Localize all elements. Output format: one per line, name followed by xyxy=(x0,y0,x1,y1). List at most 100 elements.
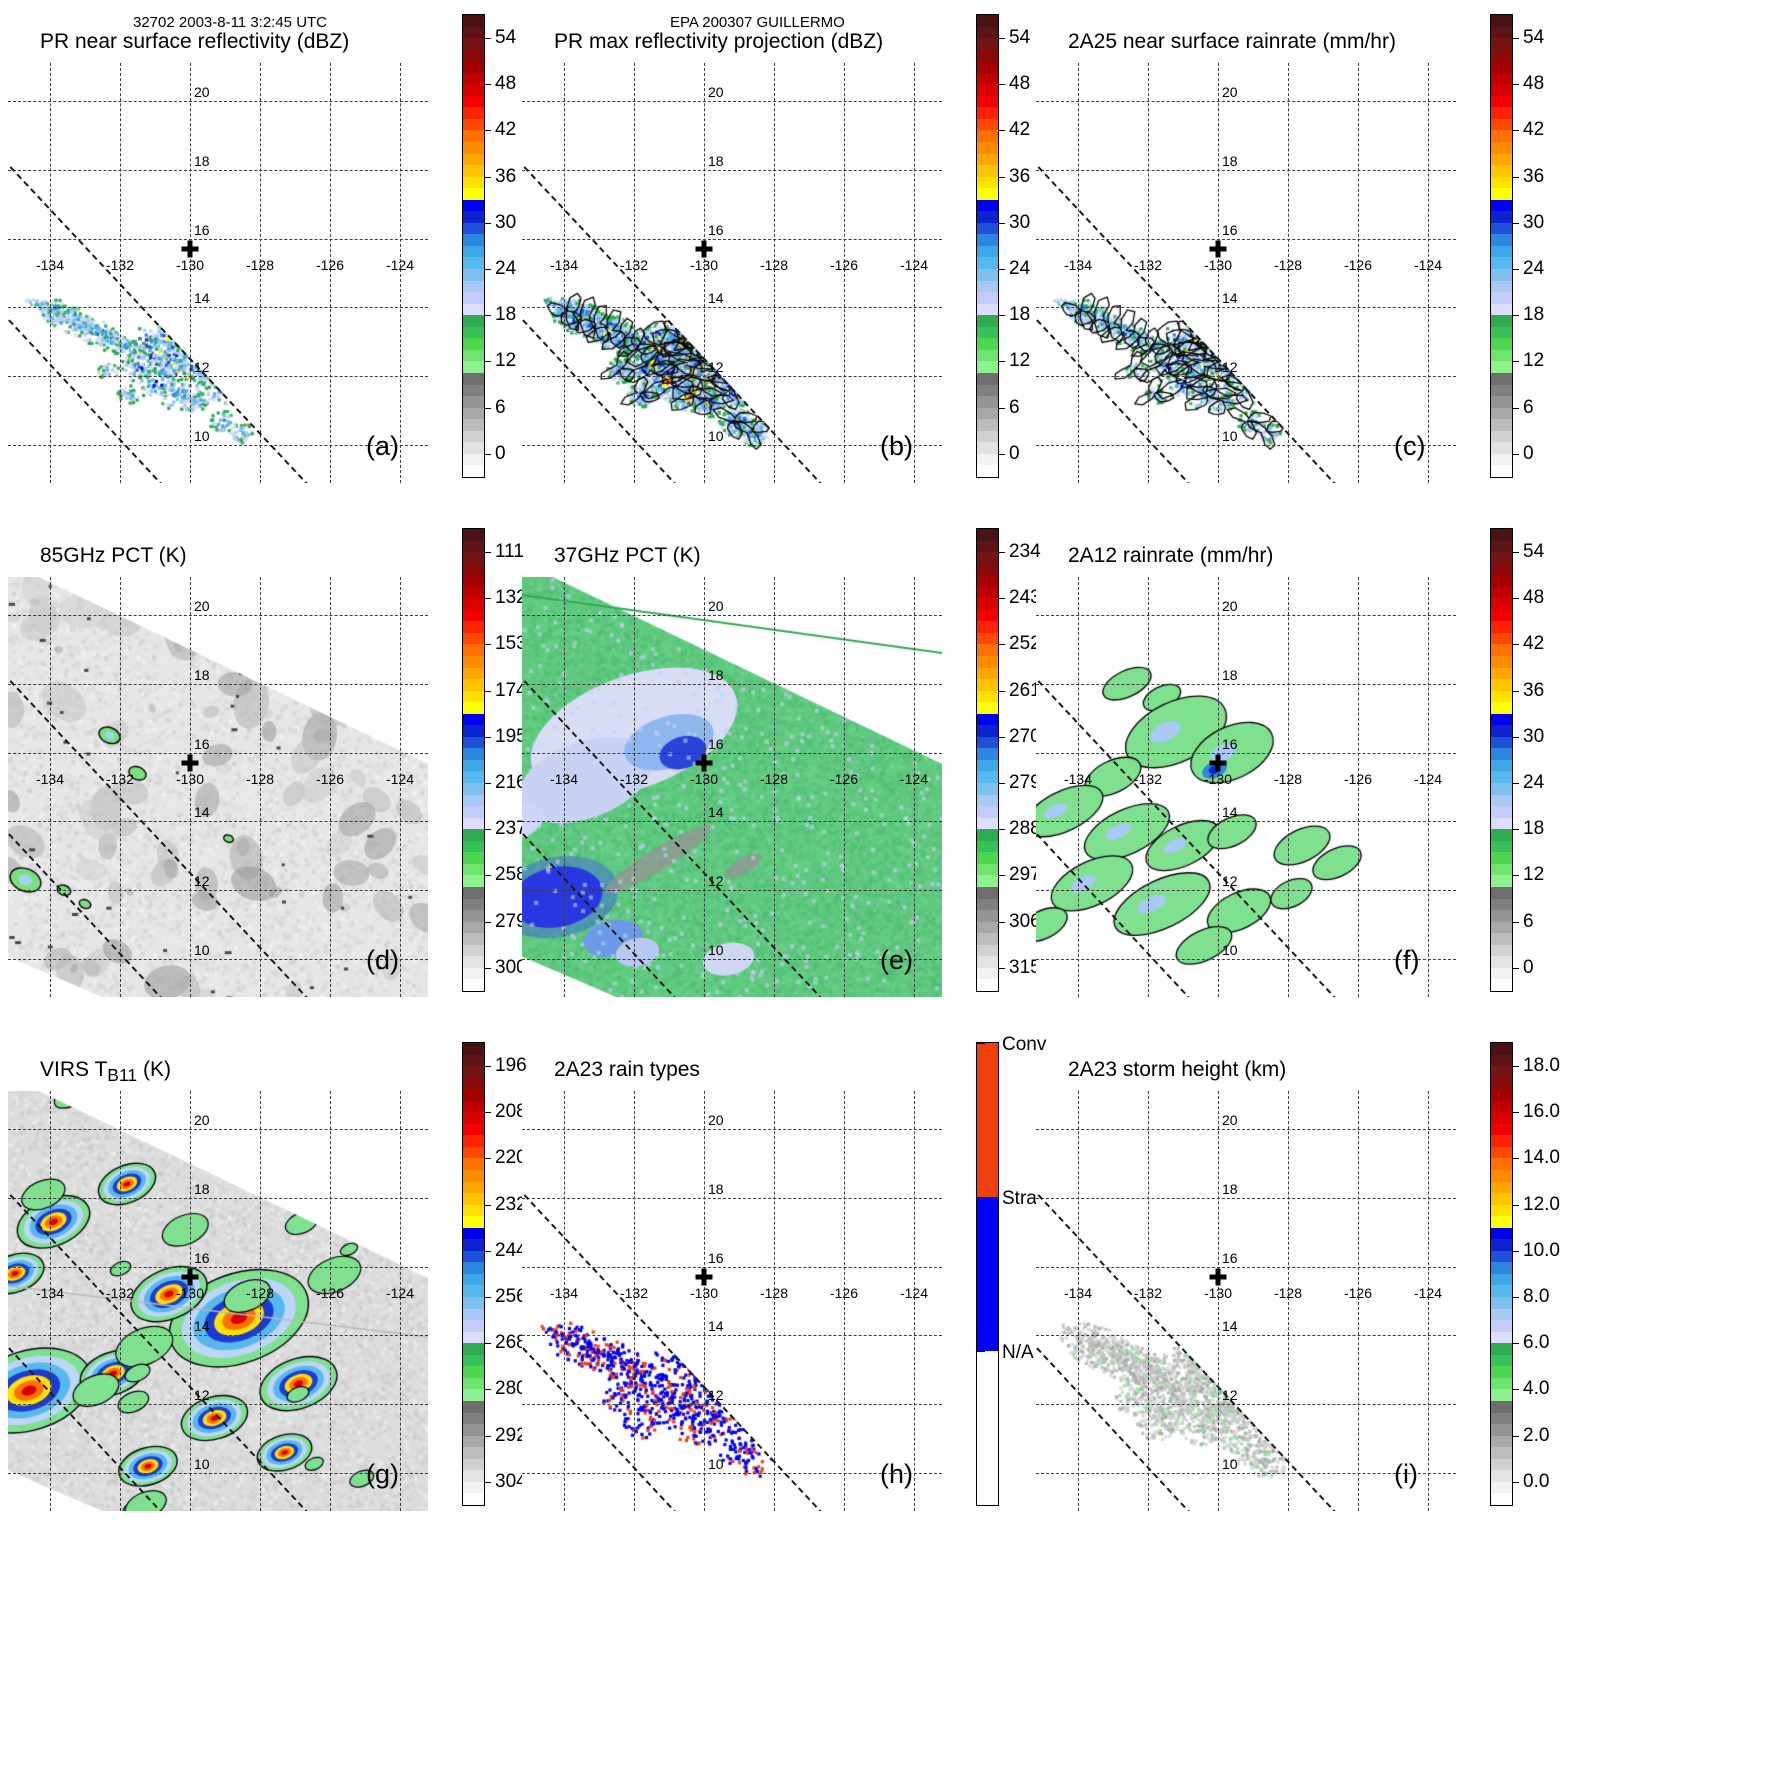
colorbar-segment xyxy=(463,679,484,691)
colorbar-tick xyxy=(484,644,491,646)
colorbar-segment xyxy=(463,783,484,795)
colorbar-segment xyxy=(1491,303,1512,316)
colorbar-segment xyxy=(463,621,484,633)
lat-tick-label: 14 xyxy=(1222,290,1238,307)
colorbar-segment xyxy=(463,1135,484,1147)
colorbar-segment xyxy=(463,153,484,166)
map-axes-i xyxy=(1036,1091,1456,1511)
storm-center-marker xyxy=(181,754,199,772)
colorbar-tick xyxy=(1512,315,1519,317)
colorbar-tick xyxy=(1512,1250,1519,1252)
colorbar-segment xyxy=(1491,632,1512,645)
colorbar-segment xyxy=(1491,748,1512,760)
colorbar-segment xyxy=(1491,910,1512,922)
colorbar-tick xyxy=(1512,1389,1519,1391)
colorbar-tick xyxy=(1512,453,1519,455)
colorbar-segment xyxy=(1491,280,1512,293)
colorbar-segment xyxy=(977,419,998,431)
colorbar-tick xyxy=(484,690,491,692)
colorbar-segment xyxy=(977,372,998,385)
lon-tick-label: -134 xyxy=(35,770,65,787)
colorbar-segment xyxy=(977,1043,998,1197)
colorbar-tick xyxy=(998,875,1005,877)
colorbar-segment xyxy=(463,1343,484,1355)
lat-tick-label: 12 xyxy=(1222,873,1238,890)
colorbar-tick-label: 195 xyxy=(495,725,527,747)
colorbar-tick xyxy=(1512,690,1519,692)
colorbar-tick xyxy=(484,736,491,738)
colorbar-tick-label: 6 xyxy=(495,396,506,418)
colorbar-segment xyxy=(463,806,484,818)
colorbar-segment xyxy=(977,326,998,339)
colorbar-segment xyxy=(977,269,998,281)
colorbar-segment xyxy=(1491,1354,1512,1367)
panel-title-d: 85GHz PCT (K) xyxy=(40,544,187,567)
colorbar-tick-label: Conv xyxy=(1002,1034,1047,1055)
colorbar-segment xyxy=(463,748,484,760)
lat-tick-label: 20 xyxy=(194,597,210,614)
colorbar-segment xyxy=(463,656,484,668)
panel-title-i: 2A23 storm height (km) xyxy=(1068,1058,1287,1081)
colorbar-segment xyxy=(1491,153,1512,166)
colorbar-tick xyxy=(484,598,491,600)
colorbar-segment xyxy=(463,234,484,246)
colorbar-tick-label: 0 xyxy=(1523,956,1534,978)
lon-tick-label: -124 xyxy=(899,256,929,273)
data-layer-g xyxy=(8,1091,428,1511)
colorbar-tick-label: 196 xyxy=(495,1055,527,1076)
lon-tick-label: -128 xyxy=(1273,1284,1303,1301)
colorbar-tick-label: N/A xyxy=(1002,1342,1034,1363)
storm-center-marker xyxy=(181,240,199,258)
data-layer-i xyxy=(1036,1091,1456,1511)
colorbar-segment xyxy=(463,257,484,270)
colorbar-segment xyxy=(1491,199,1512,212)
panel-title-c: 2A25 near surface rainrate (mm/hr) xyxy=(1068,30,1396,53)
lat-tick-label: 18 xyxy=(708,1180,724,1197)
colorbar-segment xyxy=(1491,563,1512,576)
lat-tick-label: 20 xyxy=(708,1111,724,1128)
colorbar-segment xyxy=(1491,702,1512,714)
colorbar-tick-label: 14.0 xyxy=(1523,1147,1560,1169)
lat-tick-label: 20 xyxy=(1222,1111,1238,1128)
colorbar-tick xyxy=(484,38,491,39)
colorbar-segment xyxy=(1491,759,1512,772)
colorbar-segment xyxy=(977,956,998,968)
colorbar-segment xyxy=(463,1424,484,1436)
colorbar-segment xyxy=(1491,245,1512,258)
lon-tick-label: -124 xyxy=(899,770,929,787)
colorbar-segment xyxy=(1491,875,1512,887)
lat-tick-label: 18 xyxy=(708,666,724,683)
colorbar-segment xyxy=(977,303,998,316)
colorbar-segment xyxy=(977,292,998,304)
colorbar-segment xyxy=(977,598,998,610)
colorbar-segment xyxy=(1491,1193,1512,1205)
panel-letter-c: (c) xyxy=(1394,431,1426,461)
colorbar-tick-label: 12 xyxy=(495,350,517,372)
colorbar-segment xyxy=(977,771,998,784)
colorbar-tick xyxy=(998,130,1005,132)
colorbar-tick xyxy=(484,453,491,455)
map-axes-h xyxy=(522,1091,942,1511)
colorbar-segment xyxy=(463,529,484,541)
colorbar-tick xyxy=(484,1343,491,1345)
storm-center-marker xyxy=(695,1268,713,1286)
colorbar-segment xyxy=(977,384,998,397)
colorbar-tick xyxy=(484,1389,491,1391)
colorbar-segment xyxy=(463,222,484,235)
map-axes-e xyxy=(522,577,942,997)
colorbar-tick xyxy=(977,1197,985,1198)
colorbar-segment xyxy=(463,326,484,339)
lon-tick-label: -132 xyxy=(619,770,649,787)
lon-tick-label: -132 xyxy=(1133,1284,1163,1301)
lat-tick-label: 10 xyxy=(708,1456,724,1473)
lon-tick-label: -124 xyxy=(899,1284,929,1301)
colorbar-segment xyxy=(1491,736,1512,749)
colorbar-segment xyxy=(1491,667,1512,680)
colorbar-segment xyxy=(1491,61,1512,73)
lon-tick-label: -124 xyxy=(385,256,415,273)
colorbar-tick-label: 42 xyxy=(1523,119,1545,141)
colorbar-segment xyxy=(463,430,484,443)
colorbar-segment xyxy=(1491,806,1512,818)
lon-tick-label: -124 xyxy=(1413,1284,1443,1301)
colorbar-segment xyxy=(463,667,484,680)
